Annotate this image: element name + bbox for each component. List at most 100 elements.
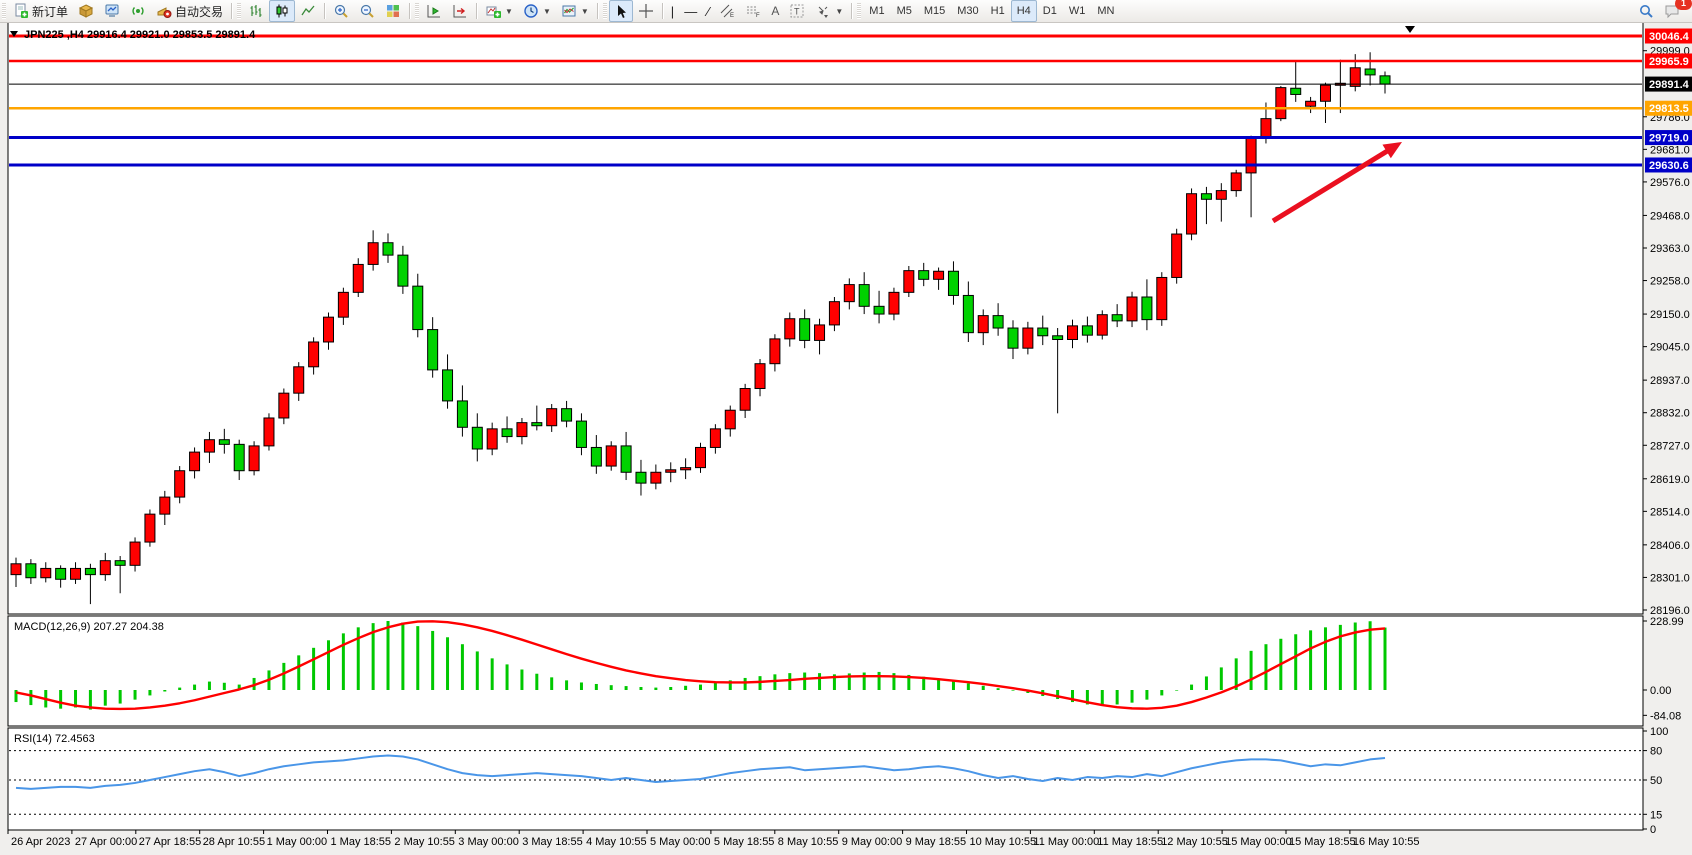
candle: [40, 567, 52, 579]
symbol-title: JPN225 ,H4 29916.4 29921.0 29853.5 29891…: [24, 29, 256, 41]
search-button[interactable]: [1633, 0, 1659, 22]
price-tick-label: 29468.0: [1650, 210, 1690, 222]
equidistant-channel-tool-button[interactable]: E: [714, 0, 740, 22]
zoom-out-button[interactable]: [354, 0, 380, 22]
macd-label: MACD(12,26,9) 207.27 204.38: [14, 621, 164, 633]
time-tick-label: 8 May 10:55: [778, 836, 839, 848]
text-tool-button[interactable]: A: [771, 3, 780, 18]
time-tick-label: 16 May 10:55: [1353, 836, 1420, 848]
vertical-line-tool-button[interactable]: |: [670, 3, 675, 19]
timeframe-button-h1[interactable]: H1: [990, 5, 1005, 17]
auto-trading-button[interactable]: 自动交易: [151, 0, 228, 22]
trend-arrow-annotation[interactable]: [1271, 142, 1402, 224]
candle: [828, 301, 840, 326]
tile-windows-button[interactable]: [380, 0, 406, 22]
candle: [471, 426, 483, 450]
horizontal-line-tool-button[interactable]: —: [684, 3, 698, 19]
time-tick-label: 9 May 00:00: [842, 836, 903, 848]
candle: [189, 451, 201, 472]
candle: [962, 294, 974, 334]
candle: [25, 563, 37, 579]
timeframe-button-mn[interactable]: MN: [1097, 5, 1115, 17]
chart-shift-button[interactable]: [447, 0, 473, 22]
svg-text:29965.9: 29965.9: [1649, 56, 1689, 68]
arrows-icon: [819, 6, 829, 18]
svg-text:29630.6: 29630.6: [1649, 160, 1689, 172]
candle: [1364, 68, 1376, 76]
bar-chart-button[interactable]: [243, 0, 269, 22]
price-tick-label: 28832.0: [1650, 408, 1690, 420]
fibonacci-tool-button[interactable]: F: [740, 0, 766, 22]
time-tick-label: 15 May 18:55: [1289, 836, 1356, 848]
candle: [352, 263, 364, 293]
time-tick-label: 27 Apr 18:55: [139, 836, 201, 848]
candle: [1275, 87, 1287, 120]
timeframe-button-w1[interactable]: W1: [1068, 5, 1086, 17]
chart-shift-icon: [453, 5, 467, 18]
trendline-tool-button[interactable]: ∕: [707, 3, 710, 19]
indicators-button[interactable]: ▼: [480, 0, 518, 22]
new-order-icon: [15, 3, 28, 18]
candlestick-chart-button[interactable]: [269, 0, 296, 22]
template-icon: [562, 5, 576, 17]
market-watch-button[interactable]: [73, 0, 99, 22]
candle: [203, 439, 215, 453]
cursor-icon: [617, 4, 626, 18]
new-order-button[interactable]: 新订单: [8, 0, 73, 22]
cursor-tool-button[interactable]: [608, 0, 633, 22]
candle: [799, 318, 811, 341]
periods-button[interactable]: ▼: [518, 0, 556, 22]
candle: [322, 316, 334, 343]
candle: [84, 567, 96, 576]
candle: [1081, 325, 1093, 336]
auto-trading-icon: [157, 7, 172, 18]
arrows-tool-button[interactable]: ▼: [810, 0, 848, 22]
time-tick-label: 27 Apr 00:00: [75, 836, 137, 848]
timeframe-button-m1[interactable]: M1: [869, 5, 885, 17]
svg-text:29813.5: 29813.5: [1649, 103, 1689, 115]
time-tick-label: 9 May 18:55: [906, 836, 967, 848]
time-tick-label: 4 May 10:55: [586, 836, 647, 848]
candle: [873, 305, 885, 315]
channel-icon: E: [721, 4, 734, 19]
horizontal-lines[interactable]: [9, 34, 1642, 167]
svg-text:29891.4: 29891.4: [1649, 79, 1690, 91]
rsi-tick-label: 80: [1650, 746, 1662, 758]
candle: [546, 408, 558, 427]
candle: [680, 467, 692, 471]
rsi-label: RSI(14) 72.4563: [14, 733, 95, 745]
line-chart-icon: [301, 5, 315, 16]
candle: [1156, 276, 1168, 321]
macd-tick-label: -84.08: [1650, 710, 1681, 722]
signals-button[interactable]: [125, 0, 151, 22]
timeframe-button-m15[interactable]: M15: [923, 5, 946, 17]
time-tick-label: 28 Apr 10:55: [203, 836, 265, 848]
auto-scroll-button[interactable]: [421, 0, 447, 22]
toolbar: 新订单 自动交易: [0, 0, 1692, 23]
time-tick-label: 3 May 18:55: [522, 836, 583, 848]
notification-badge: 1: [1675, 0, 1692, 10]
candle: [382, 242, 394, 256]
timeframe-button-d1[interactable]: D1: [1042, 5, 1057, 17]
price-tick-label: 28619.0: [1650, 474, 1690, 486]
text-label-tool-button[interactable]: T: [784, 0, 810, 22]
zoom-in-button[interactable]: [328, 0, 354, 22]
notifications-button[interactable]: 1: [1659, 0, 1692, 22]
timeframe-button-h4[interactable]: H4: [1010, 0, 1037, 22]
symbol-dropdown-icon[interactable]: [10, 31, 18, 37]
candle: [918, 270, 930, 280]
timeframe-button-m5[interactable]: M5: [896, 5, 912, 17]
templates-button[interactable]: ▼: [556, 0, 594, 22]
candle: [1186, 193, 1198, 235]
price-tick-label: 29150.0: [1650, 309, 1690, 321]
crosshair-tool-button[interactable]: [633, 0, 659, 22]
line-chart-button[interactable]: [295, 0, 321, 22]
terminal-button[interactable]: [99, 0, 125, 22]
timeframe-button-m30[interactable]: M30: [957, 5, 979, 17]
candle: [635, 471, 647, 484]
price-line-badge: [1645, 100, 1692, 116]
candle: [754, 363, 766, 390]
price-line-badge: [1645, 53, 1692, 69]
candle: [620, 445, 632, 473]
